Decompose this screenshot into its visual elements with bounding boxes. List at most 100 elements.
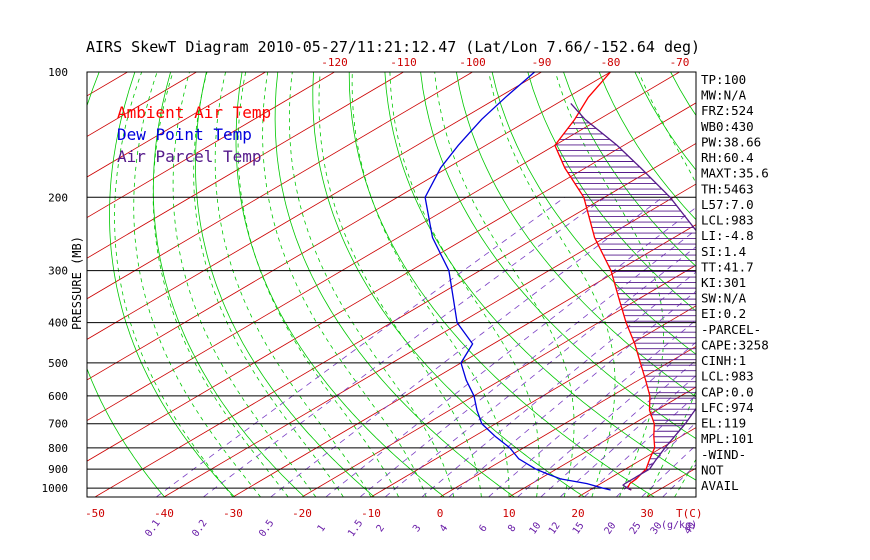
index-label: MW:N/A — [701, 88, 747, 103]
isotherm-line — [87, 72, 266, 178]
dry-adiabat-line — [814, 72, 870, 497]
index-label: -PARCEL- — [701, 322, 761, 337]
bottom-x-tick-label: 10 — [502, 507, 515, 520]
isotherm-line — [508, 386, 696, 497]
top-x-tick-label: -120 — [321, 56, 348, 69]
isotherm-line — [87, 72, 542, 340]
index-label: FRZ:524 — [701, 103, 754, 118]
isotherm-line — [87, 72, 611, 381]
legend-item: Air Parcel Temp — [117, 147, 262, 166]
dry-adiabat-line — [849, 72, 870, 497]
dry-adiabat-line — [527, 72, 696, 312]
pressure-tick-label: 400 — [48, 317, 68, 330]
index-label: LCL:983 — [701, 213, 754, 228]
index-label: TT:41.7 — [701, 259, 754, 274]
isotherm-line — [439, 345, 696, 497]
moist-adiabat-line — [488, 72, 616, 497]
moist-adiabat-line — [674, 458, 696, 497]
isotherm-line — [87, 102, 696, 462]
mixing-ratio-tick-label: 3 — [411, 523, 423, 534]
mixing-ratio-tick-label: 0.5 — [257, 518, 276, 539]
index-label: CAPE:3258 — [701, 337, 769, 352]
dry-adiabat-line — [563, 72, 696, 267]
mixing-ratio-line — [641, 444, 696, 497]
index-label: CINH:1 — [701, 353, 746, 368]
index-label: EI:0.2 — [701, 306, 746, 321]
index-label: RH:60.4 — [701, 150, 754, 165]
index-label: EL:119 — [701, 416, 746, 431]
index-label: AVAIL — [701, 478, 739, 493]
isotherm-line — [0, 72, 59, 497]
index-label: NOT — [701, 462, 724, 477]
mixing-ratio-tick-label: 25 — [628, 520, 644, 536]
isotherm-line — [301, 264, 696, 497]
top-x-tick-label: -80 — [601, 56, 621, 69]
mixing-ratio-tick-label: 6 — [477, 523, 489, 534]
mixing-ratio-line — [584, 395, 696, 497]
top-x-tick-label: -100 — [459, 56, 486, 69]
top-x-tick-label: -90 — [532, 56, 552, 69]
grid-lines — [0, 72, 870, 497]
moist-adiabat-line — [152, 72, 289, 497]
dry-adiabat-line — [312, 72, 585, 497]
mixing-ratio-line — [448, 290, 696, 497]
mixing-ratio-line — [488, 319, 696, 497]
bottom-x-tick-label: 0 — [437, 507, 444, 520]
index-label: SW:N/A — [701, 291, 747, 306]
bottom-x-tick-label: -40 — [154, 507, 174, 520]
parcel-temp-line — [570, 102, 696, 491]
index-label: PW:38.66 — [701, 134, 761, 149]
mixing-ratio-line — [517, 341, 696, 497]
pressure-tick-label: 100 — [48, 66, 68, 79]
top-x-tick-label: -110 — [390, 56, 417, 69]
moist-adiabat-line — [289, 72, 455, 497]
moist-adiabat-line — [262, 72, 427, 497]
dry-adiabat-line — [235, 72, 445, 497]
bottom-x-tick-label: -50 — [85, 507, 105, 520]
mixing-ratio-tick-label: 15 — [571, 520, 587, 536]
isotherm-line — [87, 72, 680, 421]
pressure-tick-label: 500 — [48, 357, 68, 370]
moist-adiabat-line — [638, 72, 696, 497]
mixing-ratio-tick-label: 8 — [506, 523, 518, 534]
isotherm-line — [87, 72, 335, 219]
isotherm-line — [785, 72, 870, 497]
bottom-x-tick-label: 30 — [640, 507, 653, 520]
mixing-ratio-line — [156, 196, 566, 497]
plot-frame — [86, 71, 697, 498]
index-label: -WIND- — [701, 447, 746, 462]
pressure-tick-label: 200 — [48, 191, 68, 204]
moist-adiabat-line — [351, 72, 510, 497]
mixing-ratio-tick-label: 0.1 — [143, 518, 162, 539]
mixing-ratio-tick-label: 12 — [547, 520, 563, 536]
dry-adiabat-line — [195, 72, 375, 497]
isotherm-line — [370, 305, 696, 497]
mixing-ratio-tick-label: 10 — [528, 520, 544, 536]
index-label: TH:5463 — [701, 181, 754, 196]
bottom-x-tick-label: 20 — [571, 507, 584, 520]
index-label: WB0:430 — [701, 119, 754, 134]
index-label: MAXT:35.6 — [701, 166, 769, 181]
isotherm-line — [163, 183, 696, 497]
mixing-ratio-tick-label: 1 — [316, 523, 328, 534]
dry-adiabat-line — [420, 72, 696, 440]
dry-adiabat-line — [491, 72, 696, 355]
chart-title: AIRS SkewT Diagram 2010-05-27/11:21:12.4… — [86, 38, 700, 56]
pressure-tick-label: 800 — [48, 442, 68, 455]
stability-indices: TP:100MW:N/AFRZ:524WB0:430PW:38.66RH:60.… — [701, 72, 769, 493]
index-label: MPL:101 — [701, 431, 754, 446]
mixing-ratio-tick-label: 1.5 — [346, 518, 365, 539]
legend: Ambient Air Temp Dew Point Temp Air Parcel… — [117, 103, 271, 166]
dry-adiabat-line — [384, 72, 696, 481]
moist-adiabat-line — [237, 72, 399, 497]
mixing-ratio-tick-label: 4 — [438, 523, 450, 534]
moist-adiabat-line — [434, 72, 575, 497]
dewpoint-temp-line — [424, 72, 611, 491]
index-label: CAP:0.0 — [701, 384, 754, 399]
index-label: KI:301 — [701, 275, 746, 290]
bottom-x-tick-label: -10 — [361, 507, 381, 520]
moist-adiabat-line — [172, 72, 317, 497]
legend-item: Dew Point Temp — [117, 125, 252, 144]
profile-curves — [424, 72, 696, 491]
